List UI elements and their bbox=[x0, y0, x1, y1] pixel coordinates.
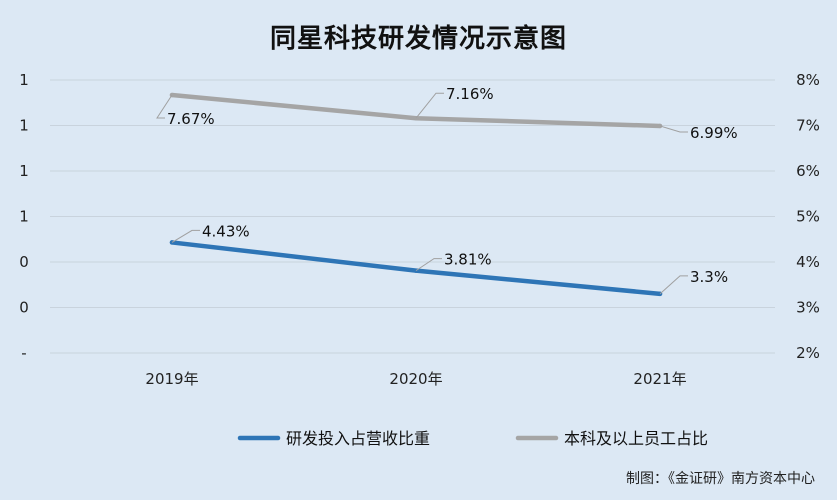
legend-label: 本科及以上员工占比 bbox=[564, 429, 708, 448]
data-labels: 4.43% 3.81% 3.3% 7.67% 7.16% 6.99% bbox=[156, 85, 738, 295]
x-tick-label: 2019年 bbox=[145, 370, 198, 388]
series-line bbox=[169, 92, 663, 129]
label-leader-line bbox=[659, 275, 688, 295]
legend: 研发投入占营收比重 本科及以上员工占比 bbox=[237, 429, 708, 448]
label-leader-line bbox=[156, 94, 173, 119]
right-tick-label: 5% bbox=[796, 208, 820, 226]
left-tick-label: 0 bbox=[19, 299, 29, 317]
grid-lines bbox=[50, 79, 775, 354]
left-tick-label: 1 bbox=[19, 117, 29, 135]
left-axis-ticks: 1 1 1 1 0 0 - bbox=[19, 71, 29, 362]
right-tick-label: 8% bbox=[796, 71, 820, 89]
right-tick-label: 6% bbox=[796, 162, 820, 180]
data-label: 3.3% bbox=[690, 268, 728, 286]
left-tick-label: 1 bbox=[19, 162, 29, 180]
left-tick-label: 1 bbox=[19, 208, 29, 226]
x-tick-label: 2021年 bbox=[633, 370, 686, 388]
right-tick-label: 7% bbox=[796, 117, 820, 135]
data-label: 7.16% bbox=[446, 85, 494, 103]
source-credit: 制图：《金证研》南方资本中心 bbox=[626, 471, 815, 487]
right-tick-label: 2% bbox=[796, 344, 820, 362]
x-axis-ticks: 2019年 2020年 2021年 bbox=[145, 370, 686, 388]
x-tick-label: 2020年 bbox=[389, 370, 442, 388]
legend-label: 研发投入占营收比重 bbox=[286, 429, 430, 448]
label-leader-line bbox=[171, 229, 200, 243]
left-tick-label: 0 bbox=[19, 253, 29, 271]
label-leader-line bbox=[659, 125, 688, 133]
chart-title: 同星科技研发情况示意图 bbox=[269, 24, 567, 54]
series-lines bbox=[169, 92, 663, 297]
right-axis-ticks: 8% 7% 6% 5% 4% 3% 2% bbox=[796, 71, 820, 362]
data-label: 7.67% bbox=[167, 110, 215, 128]
label-leader-line bbox=[415, 92, 444, 119]
data-label: 6.99% bbox=[690, 124, 738, 142]
label-leader-line bbox=[415, 258, 442, 272]
left-tick-label: - bbox=[21, 344, 26, 362]
data-label: 3.81% bbox=[444, 251, 492, 269]
right-tick-label: 3% bbox=[796, 299, 820, 317]
left-tick-label: 1 bbox=[19, 71, 29, 89]
data-label: 4.43% bbox=[202, 222, 250, 240]
series-line bbox=[169, 240, 663, 297]
right-tick-label: 4% bbox=[796, 253, 820, 271]
